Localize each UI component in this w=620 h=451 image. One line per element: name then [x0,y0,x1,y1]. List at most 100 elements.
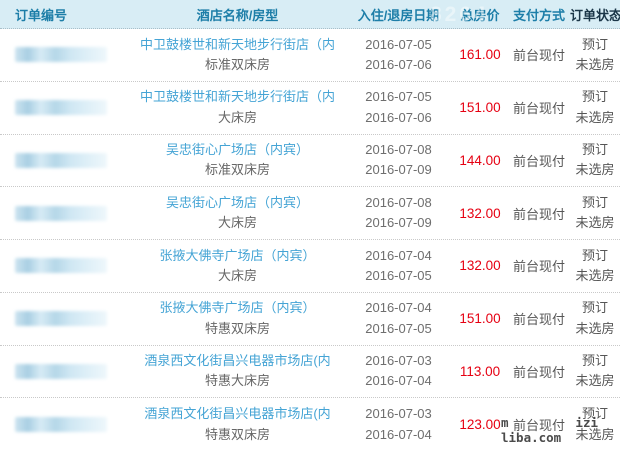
hotel-room-cell: 中卫鼓楼世和新天地步行街店（内 标准双床房 [130,35,345,75]
status-line-booked: 预订 [581,89,608,105]
column-header-order-no: 订单编号 [15,7,68,23]
dates-cell: 2016-07-05 2016-07-06 [345,87,452,127]
order-status-cell: 预订 未选房 [570,87,620,127]
checkout-date: 2016-07-06 [365,109,432,125]
table-row: 吴忠街心广场店（内宾） 大床房 2016-07-08 2016-07-09 13… [0,187,620,240]
order-number-blurred [15,417,107,433]
hotel-name-link[interactable]: 张掖大佛寺广场店（内宾） [159,247,316,263]
hotel-name-link[interactable]: 吴忠街心广场店（内宾） [165,142,309,158]
table-header: 订单编号 酒店名称/房型 入住/退房日期 总房价 支付方式 订单状态 8264 [0,0,620,29]
checkin-date: 2016-07-08 [365,194,432,210]
hotel-room-cell: 酒泉西文化街昌兴电器市场店(内 特惠大床房 [130,351,345,391]
payment-method: 前台现付 [512,153,565,169]
checkin-date: 2016-07-05 [365,36,432,52]
hotel-name-link[interactable]: 酒泉西文化街昌兴电器市场店(内 [144,406,331,422]
order-status-cell: 预订 未选房 [570,140,620,180]
checkin-date: 2016-07-04 [365,300,432,316]
hotel-room-cell: 酒泉西文化街昌兴电器市场店(内 特惠双床房 [130,404,345,444]
hotel-room-cell: 吴忠街心广场店（内宾） 大床房 [130,193,345,233]
total-price: 151.00 [459,100,501,116]
hotel-name-link[interactable]: 中卫鼓楼世和新天地步行街店（内 [139,89,335,105]
hotel-room-cell: 中卫鼓楼世和新天地步行街店（内 大床房 [130,87,345,127]
order-number-cell [0,47,130,63]
dates-cell: 2016-07-03 2016-07-04 [345,351,452,391]
status-line-booked: 预订 [581,300,608,316]
hotel-name-link[interactable]: 吴忠街心广场店（内宾） [165,194,309,210]
dates-cell: 2016-07-04 2016-07-05 [345,246,452,286]
status-line-booked: 预订 [581,247,608,263]
column-header-price: 总房价 [460,7,500,23]
hotel-name-link[interactable]: 酒泉西文化街昌兴电器市场店(内 [144,353,331,369]
dates-cell: 2016-07-03 2016-07-04 [345,404,452,444]
total-price: 151.00 [459,311,501,327]
checkin-date: 2016-07-05 [365,89,432,105]
checkin-date: 2016-07-03 [365,406,432,422]
order-number-cell [0,152,130,168]
status-line-booked: 预订 [581,142,608,158]
order-number-blurred [15,100,107,116]
payment-method: 前台现付 [512,312,565,328]
order-number-blurred [15,205,107,221]
order-number-cell [0,311,130,327]
table-row: 张掖大佛寺广场店（内宾） 特惠双床房 2016-07-04 2016-07-05… [0,293,620,346]
hotel-name-link[interactable]: 中卫鼓楼世和新天地步行街店（内 [139,36,335,52]
status-line-booked: 预订 [581,194,608,210]
room-type-label: 大床房 [217,109,257,125]
total-price: 144.00 [459,152,501,168]
table-row: 吴忠街心广场店（内宾） 标准双床房 2016-07-08 2016-07-09 … [0,135,620,188]
table-body: 中卫鼓楼世和新天地步行街店（内 标准双床房 2016-07-05 2016-07… [0,29,620,451]
order-number-blurred [15,363,107,379]
order-status-cell: 预订 未选房 [570,193,620,233]
status-line-room-unpicked: 未选房 [575,215,615,231]
status-line-room-unpicked: 未选房 [575,320,615,336]
order-number-cell [0,205,130,221]
order-status-cell: 预订 未选房 [570,298,620,338]
payment-method: 前台现付 [512,206,565,222]
order-number-cell [0,100,130,116]
dates-cell: 2016-07-04 2016-07-05 [345,298,452,338]
dates-cell: 2016-07-05 2016-07-06 [345,35,452,75]
checkout-date: 2016-07-06 [365,56,432,72]
room-type-label: 特惠双床房 [204,426,270,442]
order-status-cell: 预订 未选房 [570,404,620,444]
table-row: 酒泉西文化街昌兴电器市场店(内 特惠双床房 2016-07-03 2016-07… [0,398,620,451]
order-status-cell: 预订 未选房 [570,246,620,286]
table-row: 张掖大佛寺广场店（内宾） 大床房 2016-07-04 2016-07-05 1… [0,240,620,293]
column-header-payment: 支付方式 [512,7,565,23]
status-line-room-unpicked: 未选房 [575,162,615,178]
table-row: 中卫鼓楼世和新天地步行街店（内 大床房 2016-07-05 2016-07-0… [0,82,620,135]
status-line-room-unpicked: 未选房 [575,109,615,125]
payment-method: 前台现付 [512,418,565,434]
order-number-cell [0,258,130,274]
room-type-label: 标准双床房 [204,56,270,72]
order-number-blurred [15,47,107,63]
checkin-date: 2016-07-08 [365,142,432,158]
checkout-date: 2016-07-05 [365,320,432,336]
total-price: 123.00 [459,417,501,433]
order-status-cell: 预订 未选房 [570,35,620,75]
status-line-booked: 预订 [581,353,608,369]
table-row: 中卫鼓楼世和新天地步行街店（内 标准双床房 2016-07-05 2016-07… [0,29,620,82]
order-status-cell: 预订 未选房 [570,351,620,391]
room-type-label: 大床房 [217,215,257,231]
hotel-room-cell: 张掖大佛寺广场店（内宾） 大床房 [130,246,345,286]
total-price: 161.00 [459,47,501,63]
status-line-room-unpicked: 未选房 [575,267,615,283]
column-header-status: 订单状态 [570,7,620,23]
status-line-room-unpicked: 未选房 [575,373,615,389]
room-type-label: 大床房 [217,267,257,283]
payment-method: 前台现付 [512,259,565,275]
hotel-room-cell: 张掖大佛寺广场店（内宾） 特惠双床房 [130,298,345,338]
order-number-blurred [15,152,107,168]
status-line-booked: 预订 [581,36,608,52]
total-price: 132.00 [459,205,501,221]
dates-cell: 2016-07-08 2016-07-09 [345,140,452,180]
dates-cell: 2016-07-08 2016-07-09 [345,193,452,233]
checkout-date: 2016-07-04 [365,426,432,442]
room-type-label: 特惠大床房 [204,373,270,389]
checkin-date: 2016-07-04 [365,247,432,263]
payment-method: 前台现付 [512,101,565,117]
checkout-date: 2016-07-09 [365,162,432,178]
hotel-name-link[interactable]: 张掖大佛寺广场店（内宾） [159,300,316,316]
